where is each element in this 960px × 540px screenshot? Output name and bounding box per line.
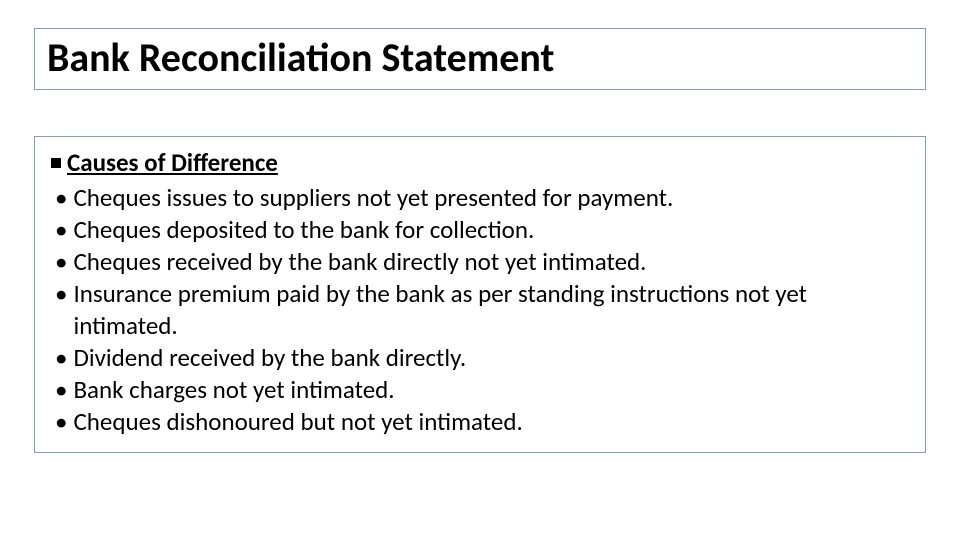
list-item: •Dividend received by the bank directly. [55, 342, 909, 374]
bullet-dot-icon: • [55, 342, 67, 374]
bullet-dot-icon: • [55, 278, 67, 310]
list-item-text: Insurance premium paid by the bank as pe… [73, 278, 909, 342]
list-item-text: Bank charges not yet intimated. [73, 374, 909, 406]
list-item-text: Cheques received by the bank directly no… [73, 246, 909, 278]
page-title: Bank Reconciliation Statement [47, 35, 913, 81]
list-item: •Cheques deposited to the bank for colle… [55, 214, 909, 246]
list-item-text: Dividend received by the bank directly. [73, 342, 909, 374]
list-item-text: Cheques dishonoured but not yet intimate… [73, 406, 909, 438]
list-item: •Bank charges not yet intimated. [55, 374, 909, 406]
bullet-dot-icon: • [55, 406, 67, 438]
list-item: •Cheques dishonoured but not yet intimat… [55, 406, 909, 438]
list-item: •Cheques issues to suppliers not yet pre… [55, 182, 909, 214]
bullet-list: •Cheques issues to suppliers not yet pre… [51, 182, 909, 438]
bullet-dot-icon: • [55, 182, 67, 214]
section-heading-row: Causes of Difference [51, 147, 909, 180]
bullet-dot-icon: • [55, 214, 67, 246]
list-item-text: Cheques issues to suppliers not yet pres… [73, 182, 909, 214]
content-container: Causes of Difference •Cheques issues to … [34, 136, 926, 453]
section-heading: Causes of Difference [67, 147, 278, 180]
list-item: •Cheques received by the bank directly n… [55, 246, 909, 278]
list-item: •Insurance premium paid by the bank as p… [55, 278, 909, 342]
square-bullet-icon [51, 158, 61, 168]
bullet-dot-icon: • [55, 246, 67, 278]
bullet-dot-icon: • [55, 374, 67, 406]
list-item-text: Cheques deposited to the bank for collec… [73, 214, 909, 246]
title-container: Bank Reconciliation Statement [34, 28, 926, 90]
